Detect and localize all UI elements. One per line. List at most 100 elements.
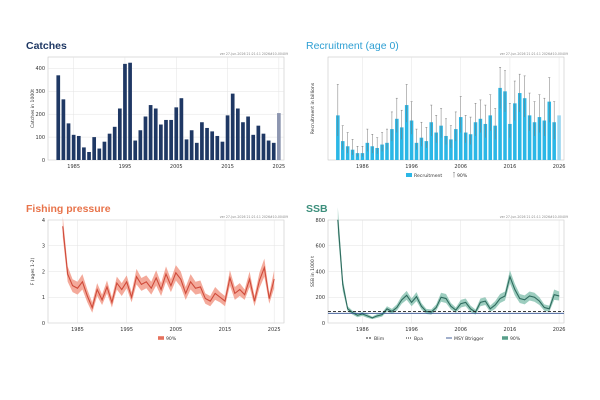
bar (463, 132, 468, 160)
bar (468, 134, 473, 160)
bar (517, 93, 522, 160)
data-point (195, 287, 196, 289)
bar (261, 133, 266, 160)
catches-chart: 0 100 200 300 400 1985 1995 2005 2015 2025 Catches… (30, 56, 286, 170)
series-line (62, 226, 275, 310)
legend-label-blim: Blim (374, 336, 385, 342)
recruitment-panel: Recruitment (age 0) ver 27-Jun-2026 21:2… (306, 40, 574, 195)
legend-label-recruitment: Recruitment (414, 173, 442, 179)
x-tick-label: 1986 (356, 327, 369, 333)
bar (189, 130, 194, 160)
data-point (229, 277, 231, 279)
bar (483, 123, 488, 160)
data-point (219, 296, 221, 298)
data-point (126, 281, 128, 283)
bar (508, 123, 512, 160)
data-point (347, 308, 349, 310)
data-point (214, 293, 216, 294)
bar (277, 113, 281, 160)
bar (429, 122, 434, 160)
legend-swatch-recruitment (406, 173, 412, 177)
catches-panel: Catches ver 27-Jun-2026 21:21:11 2026#10… (26, 40, 294, 195)
data-point (480, 302, 481, 303)
bar (488, 115, 493, 160)
data-point (524, 299, 526, 301)
bar (159, 124, 163, 160)
bar (404, 105, 409, 160)
ssb-panel: SSB ver 27-Jun-2026 21:21:11 2026#10-004… (306, 203, 574, 358)
bar (138, 130, 143, 160)
bar (235, 108, 240, 160)
data-point (509, 276, 511, 277)
data-point (558, 295, 560, 297)
x-tick-label: 1995 (120, 327, 133, 333)
bar (107, 133, 112, 160)
fishing-chart: 0 1 2 3 4 1985 1995 2005 2015 2025 F (ages 1-2) 90% (30, 216, 285, 342)
bar (458, 117, 463, 160)
data-point (553, 294, 555, 296)
data-point (534, 296, 535, 298)
data-point (514, 289, 516, 290)
data-point (504, 295, 506, 297)
data-point (406, 294, 408, 296)
data-point (342, 284, 344, 285)
data-point (165, 273, 167, 275)
data-point (425, 311, 427, 312)
bar (552, 122, 556, 160)
bar (380, 144, 384, 160)
data-point (254, 300, 255, 302)
data-point (141, 284, 142, 285)
bar (76, 135, 81, 160)
bar (395, 118, 399, 160)
data-point (484, 300, 486, 302)
bar (210, 131, 215, 160)
bar (133, 140, 138, 160)
bar (205, 127, 209, 160)
data-point (190, 281, 191, 283)
recruitment-meta: ver 27-Jun-2026 21:21:11 2026#10-00409 (499, 52, 568, 56)
x-tick-label: 2016 (504, 164, 517, 170)
bar (56, 75, 61, 160)
data-point (362, 313, 363, 315)
data-point (62, 226, 64, 227)
bar (215, 135, 220, 160)
x-tick-label: 2005 (169, 327, 182, 333)
data-point (391, 311, 393, 312)
bar (266, 140, 271, 160)
bar (375, 147, 379, 160)
bar (256, 125, 261, 160)
bar (336, 115, 340, 160)
catches-meta: ver 27-Jun-2026 21:21:11 2026#10-00409 (219, 52, 288, 56)
data-point (131, 296, 132, 298)
bar (225, 115, 230, 160)
x-tick-label: 2025 (273, 164, 286, 170)
bar (241, 122, 245, 160)
y-tick-label: 300 (35, 89, 45, 95)
bar (527, 115, 532, 160)
bar (449, 139, 453, 160)
bar (444, 135, 448, 160)
x-tick-label: 2005 (170, 164, 183, 170)
bar (153, 108, 158, 160)
legend-label-90: 90% (510, 336, 521, 342)
bar (478, 118, 483, 160)
bar (537, 117, 542, 160)
data-point (499, 298, 501, 299)
y-tick-label: 100 (35, 135, 45, 141)
data-point (440, 296, 442, 298)
legend-label-90: 90% (457, 173, 468, 179)
data-point (180, 278, 182, 280)
y-axis-label: Recruitment in billions (310, 82, 316, 134)
data-point (175, 272, 177, 274)
catches-title: Catches (26, 40, 67, 52)
bar (251, 134, 256, 160)
legend-label-90: 90% (166, 336, 177, 342)
bar (128, 62, 132, 160)
bar (414, 142, 419, 160)
data-point (494, 304, 496, 306)
legend-label-msy: MSY Btrigger (454, 336, 484, 342)
x-tick-label: 2015 (219, 327, 232, 333)
data-point (200, 286, 201, 288)
bar (117, 108, 122, 160)
bar (194, 142, 199, 160)
